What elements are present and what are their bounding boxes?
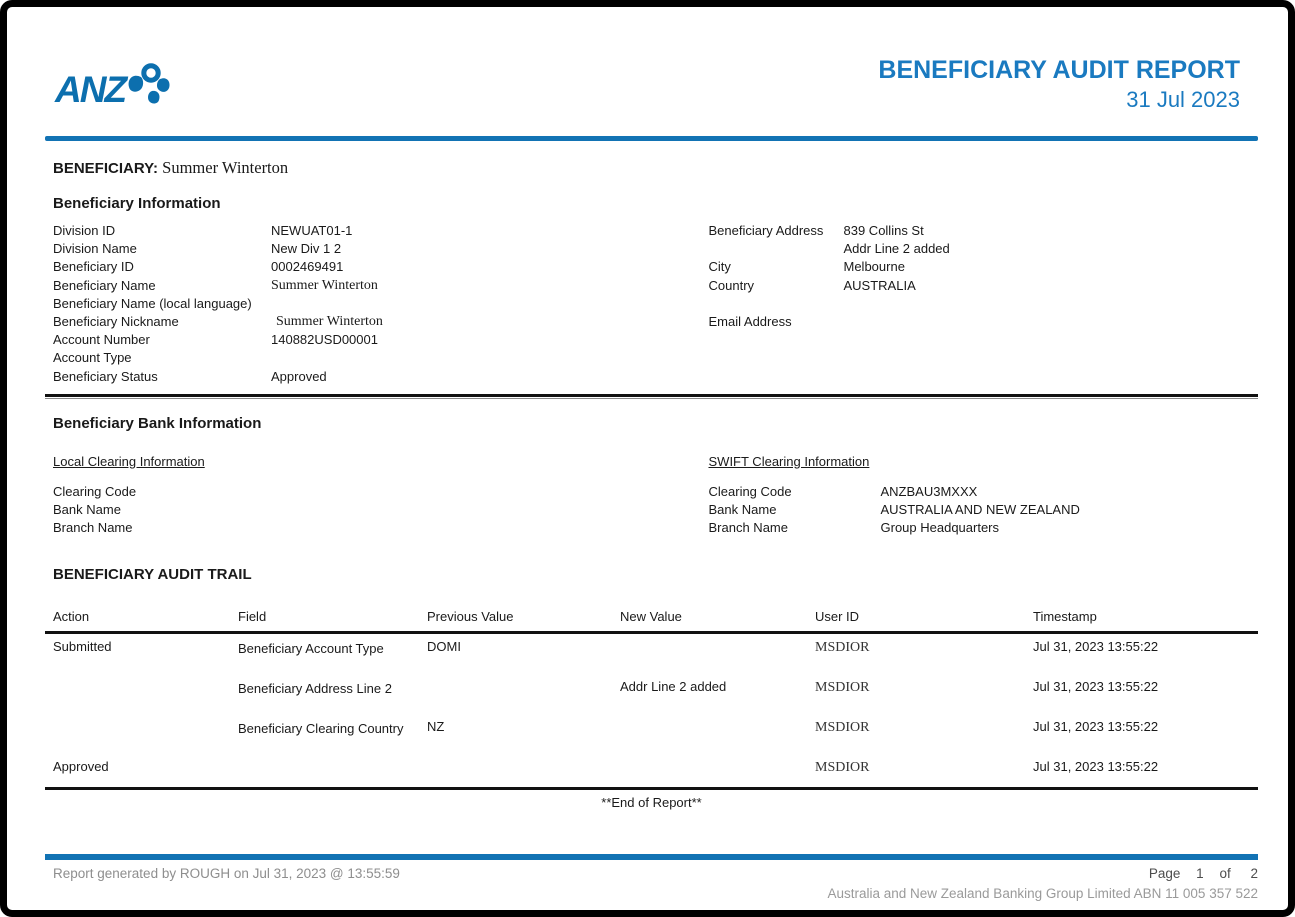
beneficiary-line: BENEFICIARY: Summer Winterton (53, 158, 1258, 179)
col-action: Action (53, 609, 90, 625)
page-number: 1 (1196, 866, 1204, 882)
audit-table-bottom-line (45, 787, 1258, 791)
footer-divider (45, 854, 1258, 861)
field-country: Country AUSTRALIA (708, 277, 916, 293)
field-division-id: Division ID NEWUAT01-1 (53, 223, 353, 238)
local-clearing-section: Local Clearing Information Clearing Code… (45, 453, 652, 539)
beneficiary-info-heading: Beneficiary Information (53, 195, 221, 212)
end-of-report-marker: **End of Report** (601, 795, 702, 811)
field-beneficiary-address: Beneficiary Address 839 Collins St (708, 223, 924, 238)
field-beneficiary-id: Beneficiary ID 0002469491 (53, 259, 344, 275)
section-divider (45, 393, 1258, 399)
field-division-name: Division Name New Div 1 2 (53, 241, 342, 257)
bank-info-heading: Beneficiary Bank Information (53, 414, 262, 432)
field-address-line-2: Addr Line 2 added (843, 241, 950, 257)
page-total: 2 (1250, 866, 1258, 882)
audit-row-approved: Approved MSDIOR Jul 31, 2023 13:55:22 (53, 759, 1159, 776)
anz-lotus-icon (127, 63, 171, 110)
report-header: ANZ BENEFICIARY AUDIT REPORT 31 Jul 2023 (45, 7, 1258, 115)
field-beneficiary-nickname: Beneficiary Nickname Summer Winterton (53, 313, 383, 329)
anz-logo-text: ANZ (55, 68, 127, 110)
field-account-type: Account Type (53, 350, 132, 366)
field-city: City Melbourne (708, 259, 905, 275)
field-swift-bank-name: Bank Name AUSTRALIA AND NEW ZEALAND (708, 501, 1080, 517)
report-title: BENEFICIARY AUDIT REPORT (878, 56, 1240, 84)
beneficiary-label: BENEFICIARY: (53, 160, 158, 177)
beneficiary-name: Summer Winterton (162, 158, 289, 177)
field-local-branch-name: Branch Name (53, 520, 133, 536)
field-email-address: Email Address (708, 313, 792, 329)
clearing-grid: Local Clearing Information Clearing Code… (45, 453, 1258, 539)
footer-right-block: Page 1 of 2 Australia and New Zealand Ba… (827, 866, 1258, 901)
field-beneficiary-status: Beneficiary Status Approved (53, 368, 327, 384)
header-divider (45, 136, 1258, 141)
col-field: Field (238, 609, 267, 625)
field-swift-clearing-code: Clearing Code ANZBAU3MXXX (708, 483, 978, 499)
beneficiary-info-grid: Division ID NEWUAT01-1 Division Name New… (45, 223, 1258, 387)
col-previous-value: Previous Value (427, 609, 514, 625)
field-account-number: Account Number 140882USD00001 (53, 332, 378, 348)
audit-trail-heading: BENEFICIARY AUDIT TRAIL (53, 566, 252, 584)
audit-row-clearing-country: Beneficiary Clearing Country NZ MSDIOR J… (238, 719, 1159, 737)
page-label: Page (1148, 866, 1181, 882)
audit-row-address-line-2: Beneficiary Address Line 2 Addr Line 2 a… (238, 679, 1159, 697)
col-new-value: New Value (620, 609, 682, 625)
company-legal-text: Australia and New Zealand Banking Group … (827, 886, 1258, 902)
beneficiary-info-right: Beneficiary Address 839 Collins St Addr … (652, 223, 1259, 387)
page-of-label: of (1219, 866, 1231, 882)
beneficiary-info-left: Division ID NEWUAT01-1 Division Name New… (45, 223, 652, 387)
report-footer: Report generated by ROUGH on Jul 31, 202… (45, 866, 1258, 901)
local-clearing-heading: Local Clearing Information (53, 453, 205, 469)
col-timestamp: Timestamp (1033, 609, 1097, 625)
swift-clearing-heading: SWIFT Clearing Information (708, 453, 870, 469)
field-spacer (709, 296, 1259, 314)
field-local-bank-name: Bank Name (53, 501, 121, 517)
field-beneficiary-name-local: Beneficiary Name (local language) (53, 295, 252, 311)
report-date: 31 Jul 2023 (1126, 87, 1240, 112)
generated-by-text: Report generated by ROUGH on Jul 31, 202… (53, 866, 400, 882)
field-local-clearing-code: Clearing Code (53, 483, 137, 499)
page-indicator: Page 1 of 2 (827, 866, 1258, 881)
field-swift-branch-name: Branch Name Group Headquarters (708, 520, 1000, 536)
audit-trail-table: Action Field Previous Value New Value Us… (45, 609, 1258, 791)
swift-clearing-section: SWIFT Clearing Information Clearing Code… (652, 453, 1259, 539)
report-title-block: BENEFICIARY AUDIT REPORT 31 Jul 2023 (878, 55, 1240, 115)
col-user-id: User ID (815, 609, 860, 625)
audit-table-header: Action Field Previous Value New Value Us… (45, 609, 1258, 635)
audit-row-submitted: Submitted Beneficiary Account Type DOMI … (53, 639, 1159, 657)
anz-logo: ANZ (55, 63, 171, 110)
field-beneficiary-name: Beneficiary Name Summer Winterton (53, 277, 378, 293)
